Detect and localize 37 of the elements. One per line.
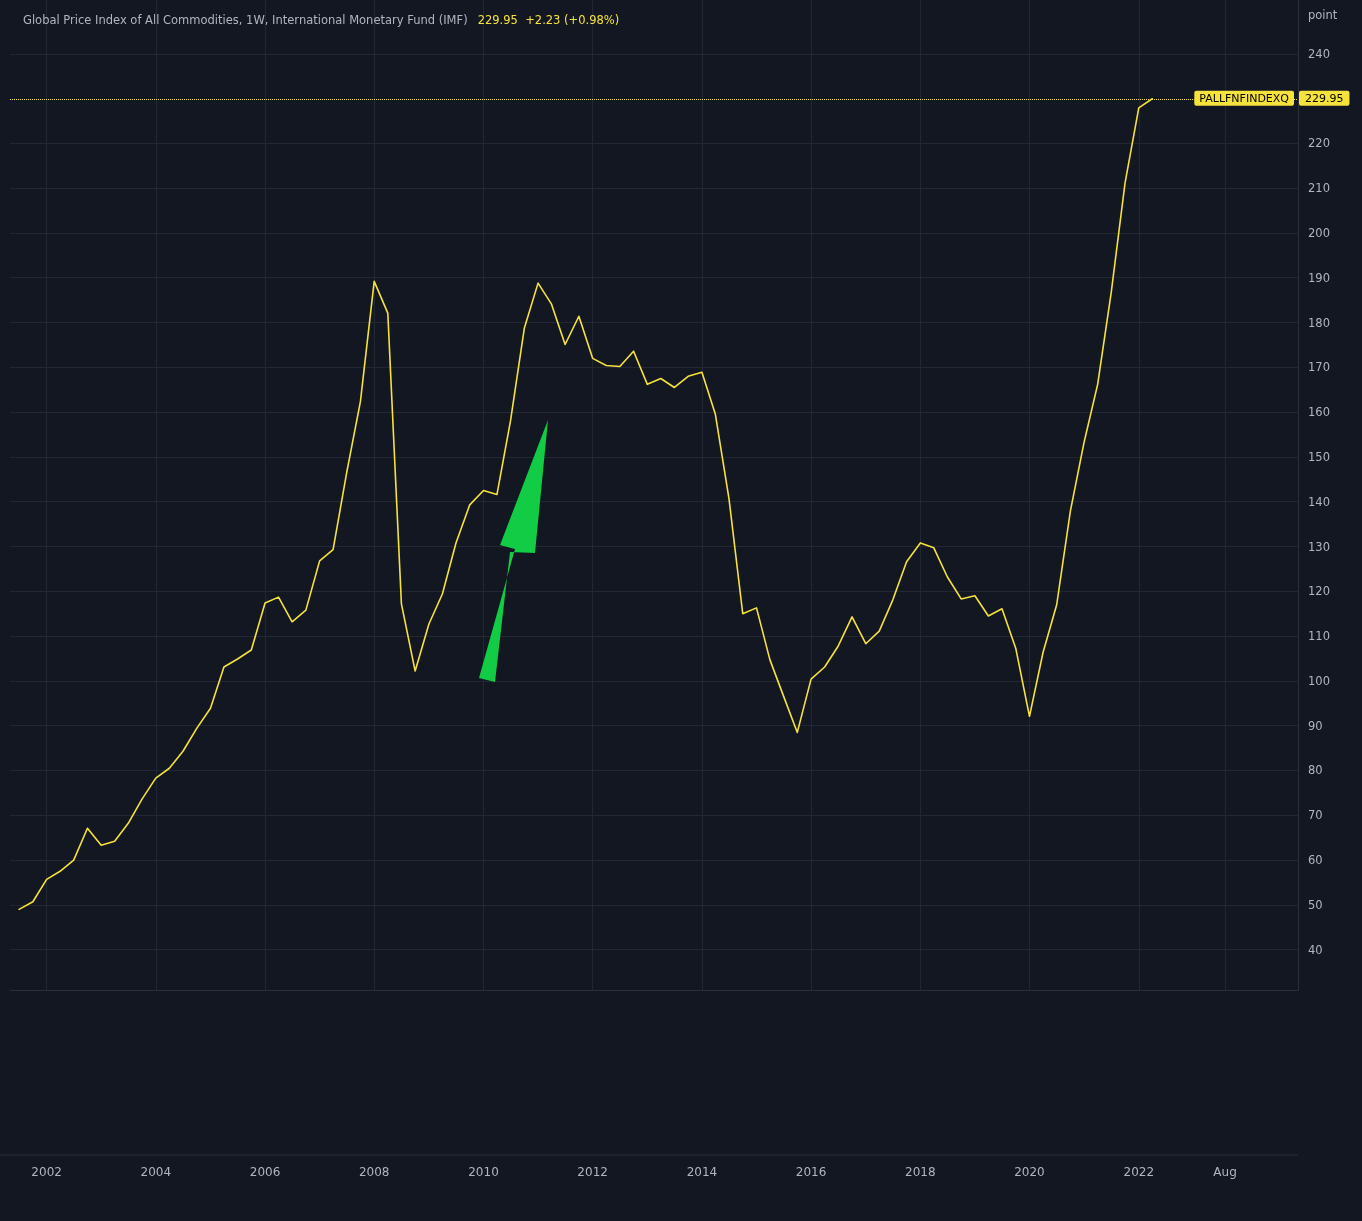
y2-tick-label: 140: [1308, 494, 1330, 509]
x-tick-label: Aug: [1213, 1165, 1237, 1179]
x-tick-label: 2004: [140, 1165, 172, 1179]
y2-tick-label: 120: [1308, 584, 1330, 599]
y2-tick-label: 130: [1308, 539, 1330, 554]
y2-tick-label: 220: [1308, 136, 1330, 151]
x-tick-label: 2012: [577, 1165, 608, 1179]
y2-tick-label: 200: [1308, 225, 1330, 240]
y2-tick-label: 190: [1308, 270, 1330, 285]
text: Global Price Index of All Commodities, 1W, International Monetary Fund (IMF): [23, 13, 468, 27]
y2-tick-label: 80: [1308, 763, 1323, 778]
y2-tick-label: 40: [1308, 942, 1323, 957]
x-tick-label: 2018: [905, 1165, 936, 1179]
x-tick-label: 2010: [468, 1165, 499, 1179]
y2-tick-label: 210: [1308, 181, 1330, 196]
ref-line-label: PALLFNFINDEXQ: [1199, 91, 1290, 105]
x-tick-label: 2006: [249, 1165, 281, 1179]
text: 229.95 +2.23 (+0.98%): [477, 13, 620, 27]
x-tick-label: 2022: [1123, 1165, 1155, 1179]
x-tick-label: 2014: [686, 1165, 718, 1179]
y2-tick-label: 90: [1308, 718, 1323, 733]
y2-tick-label: 160: [1308, 405, 1330, 420]
text: 229.95: [1305, 91, 1344, 105]
y2-tick-label: 110: [1308, 629, 1330, 644]
x-tick-label: 2016: [795, 1165, 827, 1179]
y2-tick-label: 170: [1308, 360, 1330, 375]
y2-tick-label: 70: [1308, 808, 1323, 823]
y2-tick-label: 100: [1308, 673, 1330, 688]
y2-tick-label: 240: [1308, 46, 1330, 61]
y2-axis-title: point: [1308, 8, 1338, 22]
x-tick-label: 2020: [1014, 1165, 1045, 1179]
y2-tick-label: 180: [1308, 315, 1330, 330]
y2-tick-label: 150: [1308, 449, 1330, 464]
x-tick-label: 2008: [358, 1165, 390, 1179]
y2-tick-label: 60: [1308, 853, 1323, 868]
x-tick-label: 2002: [31, 1165, 62, 1179]
y2-tick-label: 50: [1308, 897, 1323, 912]
